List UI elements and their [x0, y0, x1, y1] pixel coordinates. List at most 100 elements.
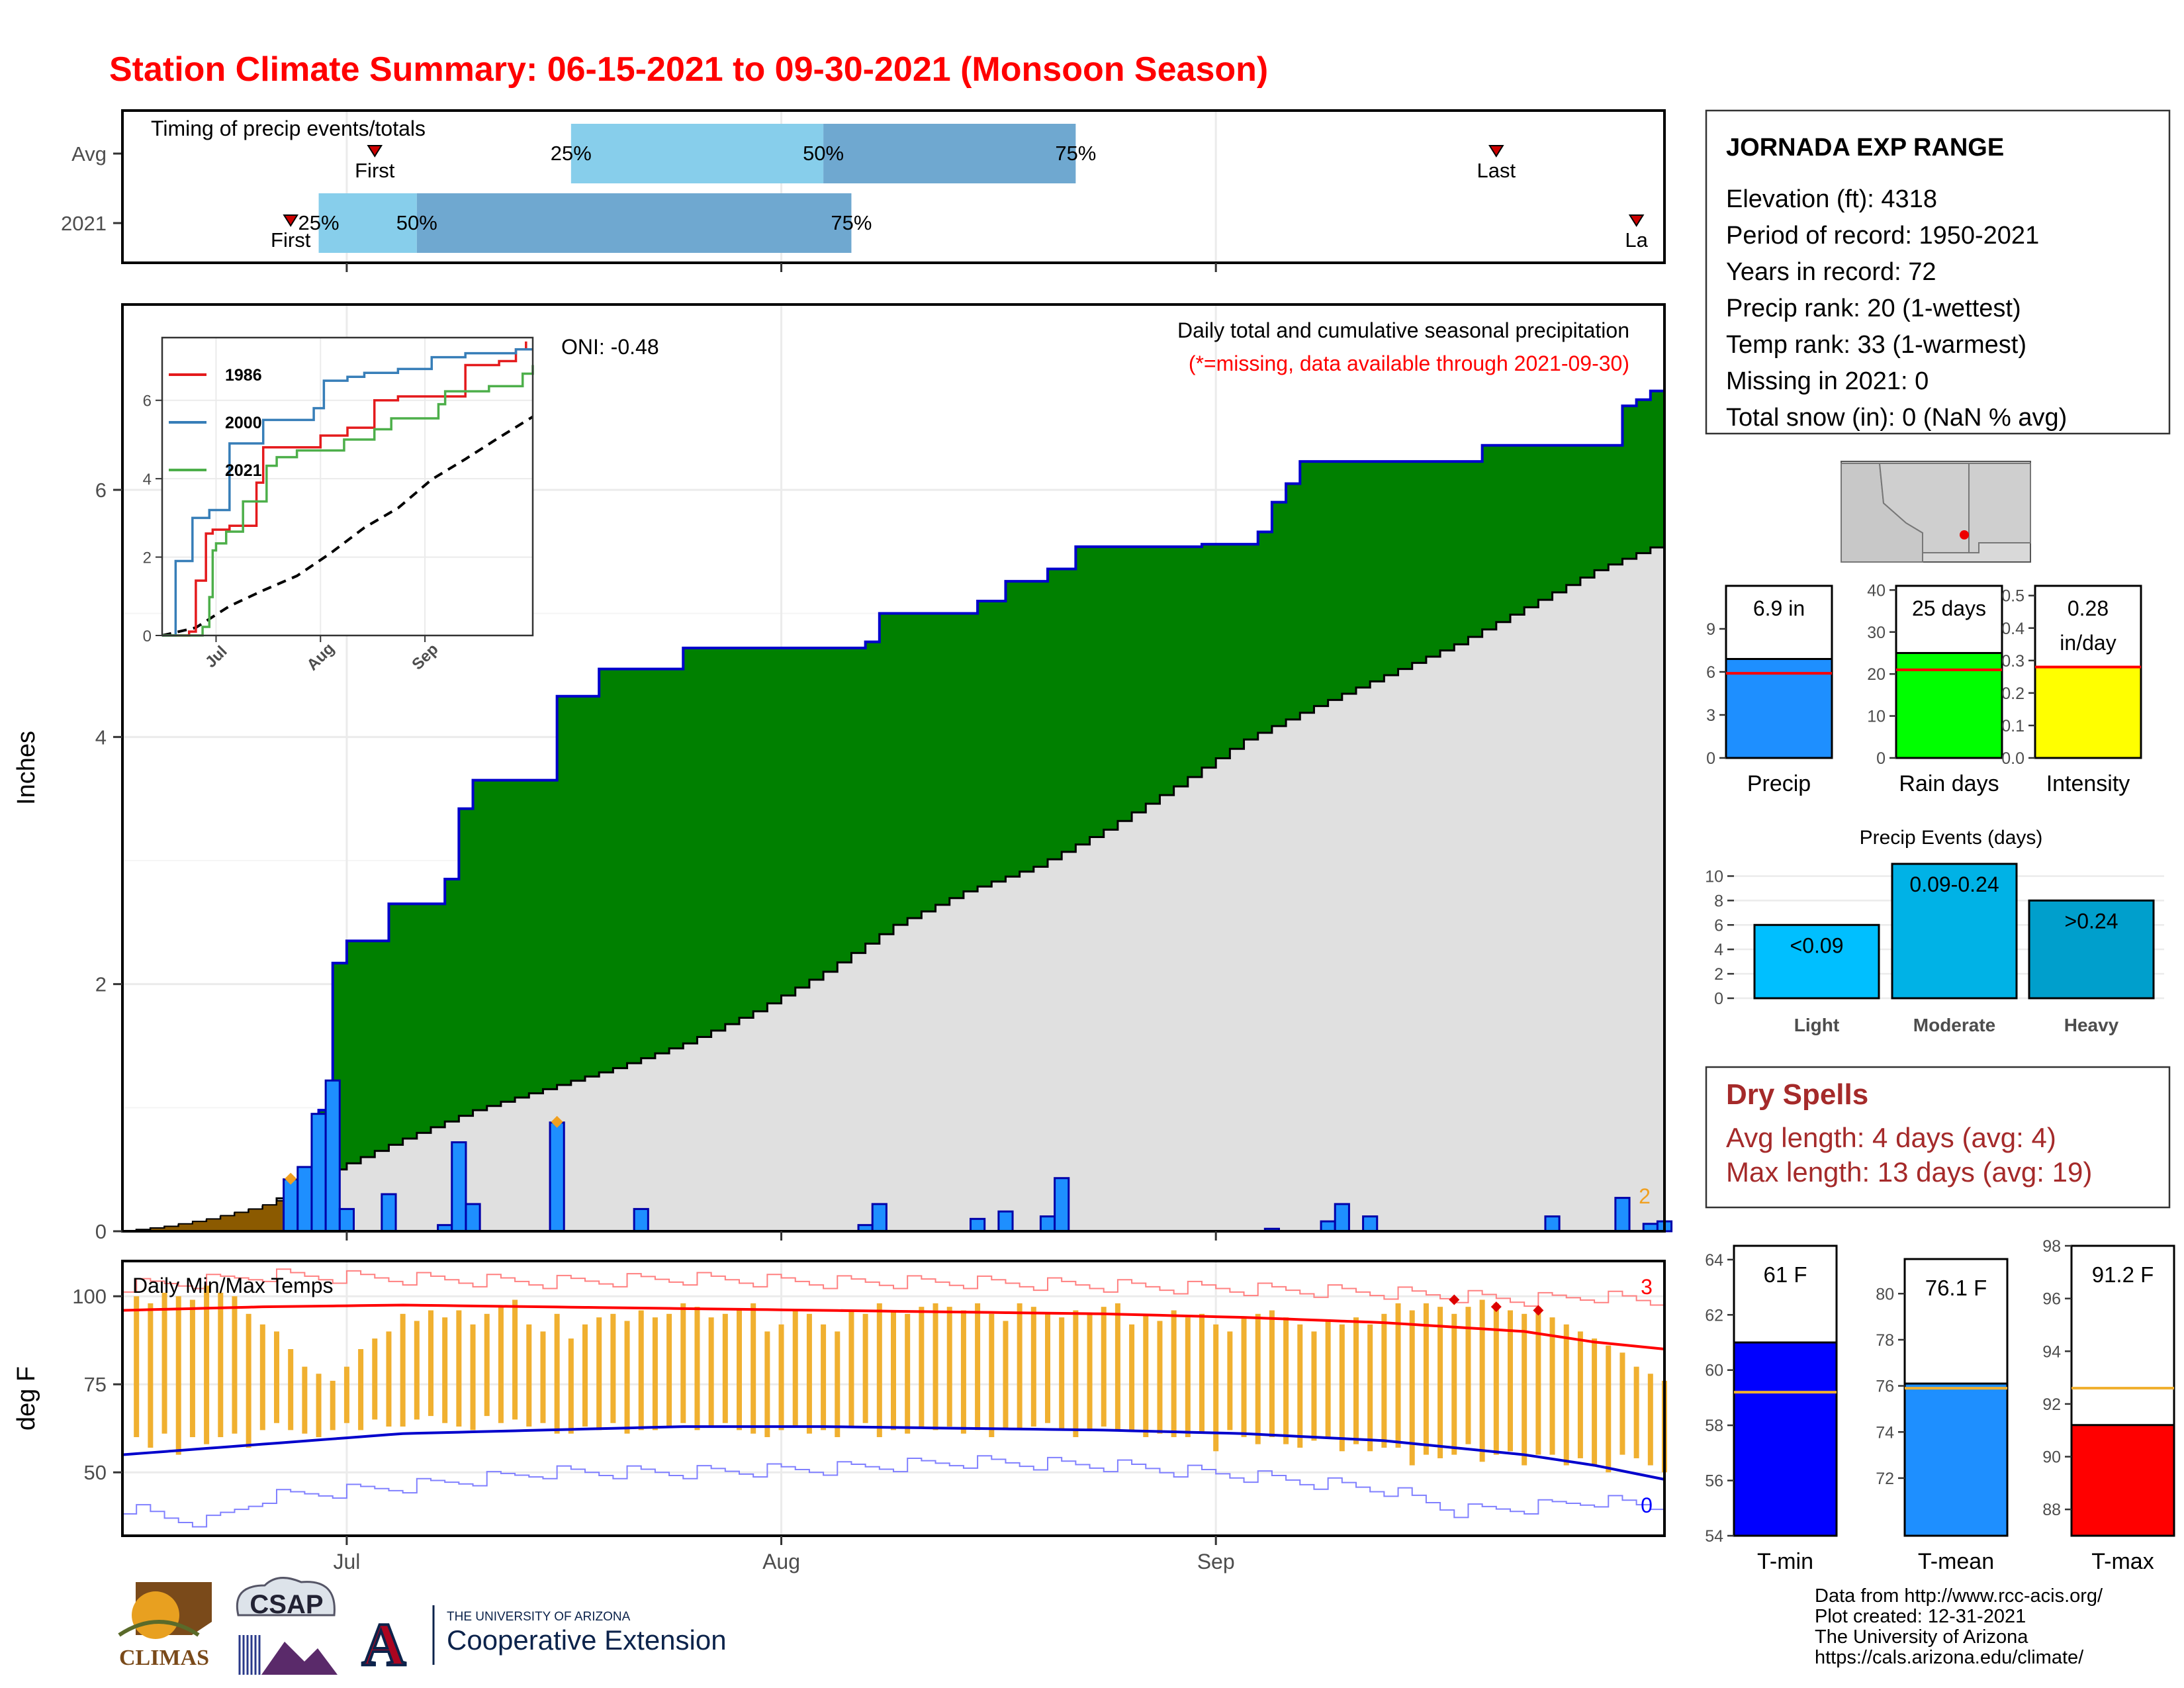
- daily-temp-bar: [428, 1310, 433, 1417]
- daily-temp-bar: [1508, 1310, 1513, 1452]
- daily-temp-bar: [148, 1303, 154, 1448]
- daily-temp-bar: [302, 1366, 308, 1434]
- ua-logo-letter: A: [362, 1611, 406, 1678]
- mini-chart-tick-label: 0: [1876, 749, 1886, 768]
- dry-spells-avg: Avg length: 4 days (avg: 4): [1726, 1122, 2056, 1153]
- inset-legend-label: 2000: [225, 414, 262, 432]
- temp-summary-label: T-mean: [1918, 1549, 1994, 1574]
- daily-precip-bar: [1544, 1215, 1561, 1233]
- inset-bg: [162, 338, 533, 635]
- record-marker: [1449, 1294, 1460, 1305]
- daily-temp-bar: [343, 1366, 349, 1423]
- daily-temp-bar: [1283, 1317, 1289, 1444]
- inset-y-tick-label: 0: [143, 628, 152, 645]
- daily-temp-bar: [905, 1313, 911, 1434]
- daily-precip-bar: [324, 1079, 341, 1233]
- daily-temp-bar: [386, 1331, 392, 1427]
- temp-count-min: 0: [1641, 1493, 1653, 1517]
- map-state-new-mexico: [1968, 463, 2031, 553]
- station-info-line: Period of record: 1950-2021: [1726, 222, 2039, 250]
- daily-temp-bar: [484, 1313, 490, 1417]
- daily-temp-bar: [806, 1313, 812, 1434]
- ua-logo-big: Cooperative Extension: [447, 1624, 727, 1656]
- events-y-tick-label: 0: [1714, 990, 1723, 1008]
- precip-count-label: 2: [1639, 1184, 1651, 1208]
- first-marker: [367, 145, 383, 158]
- normal-precip-area: [122, 541, 1664, 1231]
- daily-temp-bar: [1633, 1366, 1639, 1458]
- daily-temp-bar: [175, 1296, 181, 1455]
- temp-summary-tick-label: 72: [1876, 1470, 1894, 1488]
- daily-temp-bar: [568, 1338, 574, 1434]
- daily-temp-bar: [1255, 1313, 1261, 1444]
- daily-temp-bar: [358, 1349, 364, 1430]
- daily-temp-bar: [274, 1331, 279, 1423]
- temp-summary-bar: [2070, 1424, 2175, 1537]
- temp-title: Daily Min/Max Temps: [132, 1274, 333, 1297]
- mini-chart-tick-label: 3: [1706, 706, 1715, 725]
- events-bar-label: Heavy: [2064, 1015, 2119, 1035]
- daily-temp-bar: [512, 1299, 518, 1420]
- daily-temp-bar: [975, 1303, 981, 1430]
- inset-series-line-2021: [162, 365, 534, 637]
- daily-precip-bar: [465, 1203, 481, 1233]
- events-bar: [2028, 899, 2155, 1000]
- events-y-tick-label: 2: [1714, 965, 1723, 984]
- daily-temp-bar: [1213, 1324, 1219, 1452]
- temp-summary-tick-label: 54: [1705, 1527, 1723, 1546]
- mini-chart-tick-label: 10: [1867, 708, 1886, 726]
- daily-temp-bar: [680, 1303, 686, 1423]
- normal-max-line: [122, 1303, 1665, 1350]
- daily-temp-bar: [919, 1307, 925, 1427]
- daily-temp-bar: [1143, 1313, 1149, 1438]
- station-info-box: [1705, 109, 2171, 435]
- mini-chart-tick-label: 0.5: [2001, 587, 2025, 606]
- temp-summary-bar: [1733, 1341, 1838, 1537]
- footer-line: Plot created: 12-31-2021: [1815, 1606, 2026, 1627]
- daily-temp-bar: [204, 1286, 210, 1444]
- daily-temp-bar: [1619, 1352, 1625, 1455]
- daily-temp-bar: [821, 1324, 827, 1430]
- daily-temp-bar: [1017, 1303, 1023, 1430]
- daily-temp-bar: [778, 1324, 784, 1430]
- daily-temp-bar: [652, 1317, 658, 1430]
- daily-precip-bar: [451, 1141, 467, 1233]
- daily-temp-bar: [1339, 1324, 1345, 1452]
- daily-temp-bar: [610, 1313, 616, 1423]
- inset-y-tick-label: 2: [143, 549, 152, 567]
- first-marker-label: First: [355, 159, 395, 182]
- events-bar-value: >0.24: [2065, 909, 2118, 933]
- mini-chart-value-label: 0.28: [2068, 596, 2109, 620]
- dry-spells-box: [1705, 1066, 2171, 1209]
- normal-min-line: [122, 1425, 1665, 1481]
- daily-temp-bar: [638, 1310, 644, 1430]
- inset-frame: [161, 336, 534, 637]
- events-bar: [1753, 923, 1880, 1000]
- daily-precip-bar: [871, 1203, 887, 1233]
- csap-logo-text: CSAP: [250, 1590, 323, 1619]
- quartile-label-25: 25%: [551, 142, 592, 165]
- daily-temp-bar: [1353, 1317, 1359, 1444]
- daily-temp-bar: [1269, 1310, 1275, 1438]
- timing-row-label: Avg: [71, 142, 107, 165]
- daily-temp-bar: [526, 1324, 532, 1427]
- mini-chart-tick-label: 6: [1706, 663, 1715, 682]
- daily-temp-bar: [1549, 1317, 1555, 1455]
- daily-temp-bar: [1367, 1324, 1373, 1452]
- daily-temp-bar: [1577, 1331, 1583, 1458]
- csap-logo-mountain: [261, 1642, 338, 1675]
- daily-temp-bar: [1451, 1313, 1457, 1455]
- daily-temp-bar: [1073, 1310, 1079, 1438]
- temp-summary-tick-label: 92: [2042, 1395, 2061, 1414]
- daily-temp-bar: [400, 1313, 406, 1427]
- climas-logo-swoosh: [118, 1620, 200, 1637]
- daily-precip-bar: [549, 1121, 565, 1233]
- daily-precip-bar: [1362, 1215, 1379, 1233]
- daily-precip-bar: [1614, 1197, 1631, 1233]
- mini-chart-tick-label: 0.2: [2001, 684, 2025, 703]
- daily-temp-bar: [848, 1310, 854, 1427]
- temp-count-max: 3: [1641, 1275, 1653, 1299]
- last-marker-label: La: [1625, 228, 1648, 252]
- timing-title: Timing of precip events/totals: [151, 117, 426, 140]
- footer-line: The University of Arizona: [1815, 1626, 2028, 1648]
